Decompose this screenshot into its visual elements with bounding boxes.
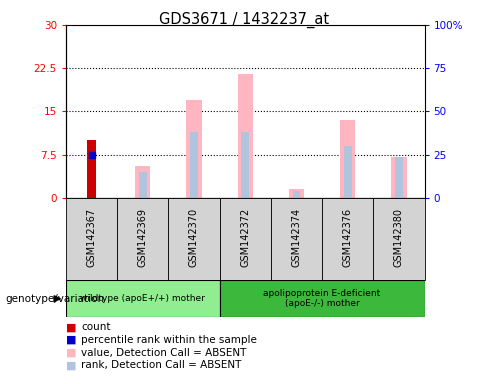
Bar <box>139 172 146 198</box>
Bar <box>220 280 425 317</box>
Text: count: count <box>81 322 111 332</box>
Text: percentile rank within the sample: percentile rank within the sample <box>81 335 257 345</box>
Bar <box>87 140 96 198</box>
Text: ■: ■ <box>66 322 77 332</box>
Text: ■: ■ <box>66 360 77 370</box>
Bar <box>322 198 373 280</box>
Bar <box>271 198 322 280</box>
Text: ■: ■ <box>66 335 77 345</box>
Bar <box>242 131 249 198</box>
Bar <box>340 120 355 198</box>
Bar <box>135 166 150 198</box>
Text: GSM142367: GSM142367 <box>86 208 97 267</box>
Text: GSM142370: GSM142370 <box>189 208 199 267</box>
Text: genotype/variation: genotype/variation <box>5 294 104 304</box>
Bar <box>344 146 351 198</box>
Bar <box>373 198 425 280</box>
Bar <box>391 157 407 198</box>
Bar <box>395 157 403 198</box>
Text: GSM142380: GSM142380 <box>394 208 404 266</box>
Bar <box>220 198 271 280</box>
Text: GSM142372: GSM142372 <box>240 208 250 267</box>
Bar <box>190 131 198 198</box>
Bar <box>186 100 202 198</box>
Text: rank, Detection Call = ABSENT: rank, Detection Call = ABSENT <box>81 360 242 370</box>
Text: GSM142374: GSM142374 <box>291 208 302 267</box>
Text: apolipoprotein E-deficient
(apoE-/-) mother: apolipoprotein E-deficient (apoE-/-) mot… <box>264 289 381 308</box>
Text: ■: ■ <box>66 348 77 358</box>
Bar <box>293 191 300 198</box>
Text: wildtype (apoE+/+) mother: wildtype (apoE+/+) mother <box>81 294 205 303</box>
Text: GSM142369: GSM142369 <box>138 208 148 266</box>
Text: GDS3671 / 1432237_at: GDS3671 / 1432237_at <box>159 12 329 28</box>
Bar <box>117 198 168 280</box>
Bar <box>238 74 253 198</box>
Text: value, Detection Call = ABSENT: value, Detection Call = ABSENT <box>81 348 247 358</box>
Bar <box>66 198 117 280</box>
Bar <box>66 280 220 317</box>
Bar <box>168 198 220 280</box>
Bar <box>289 189 304 198</box>
Text: GSM142376: GSM142376 <box>343 208 353 267</box>
